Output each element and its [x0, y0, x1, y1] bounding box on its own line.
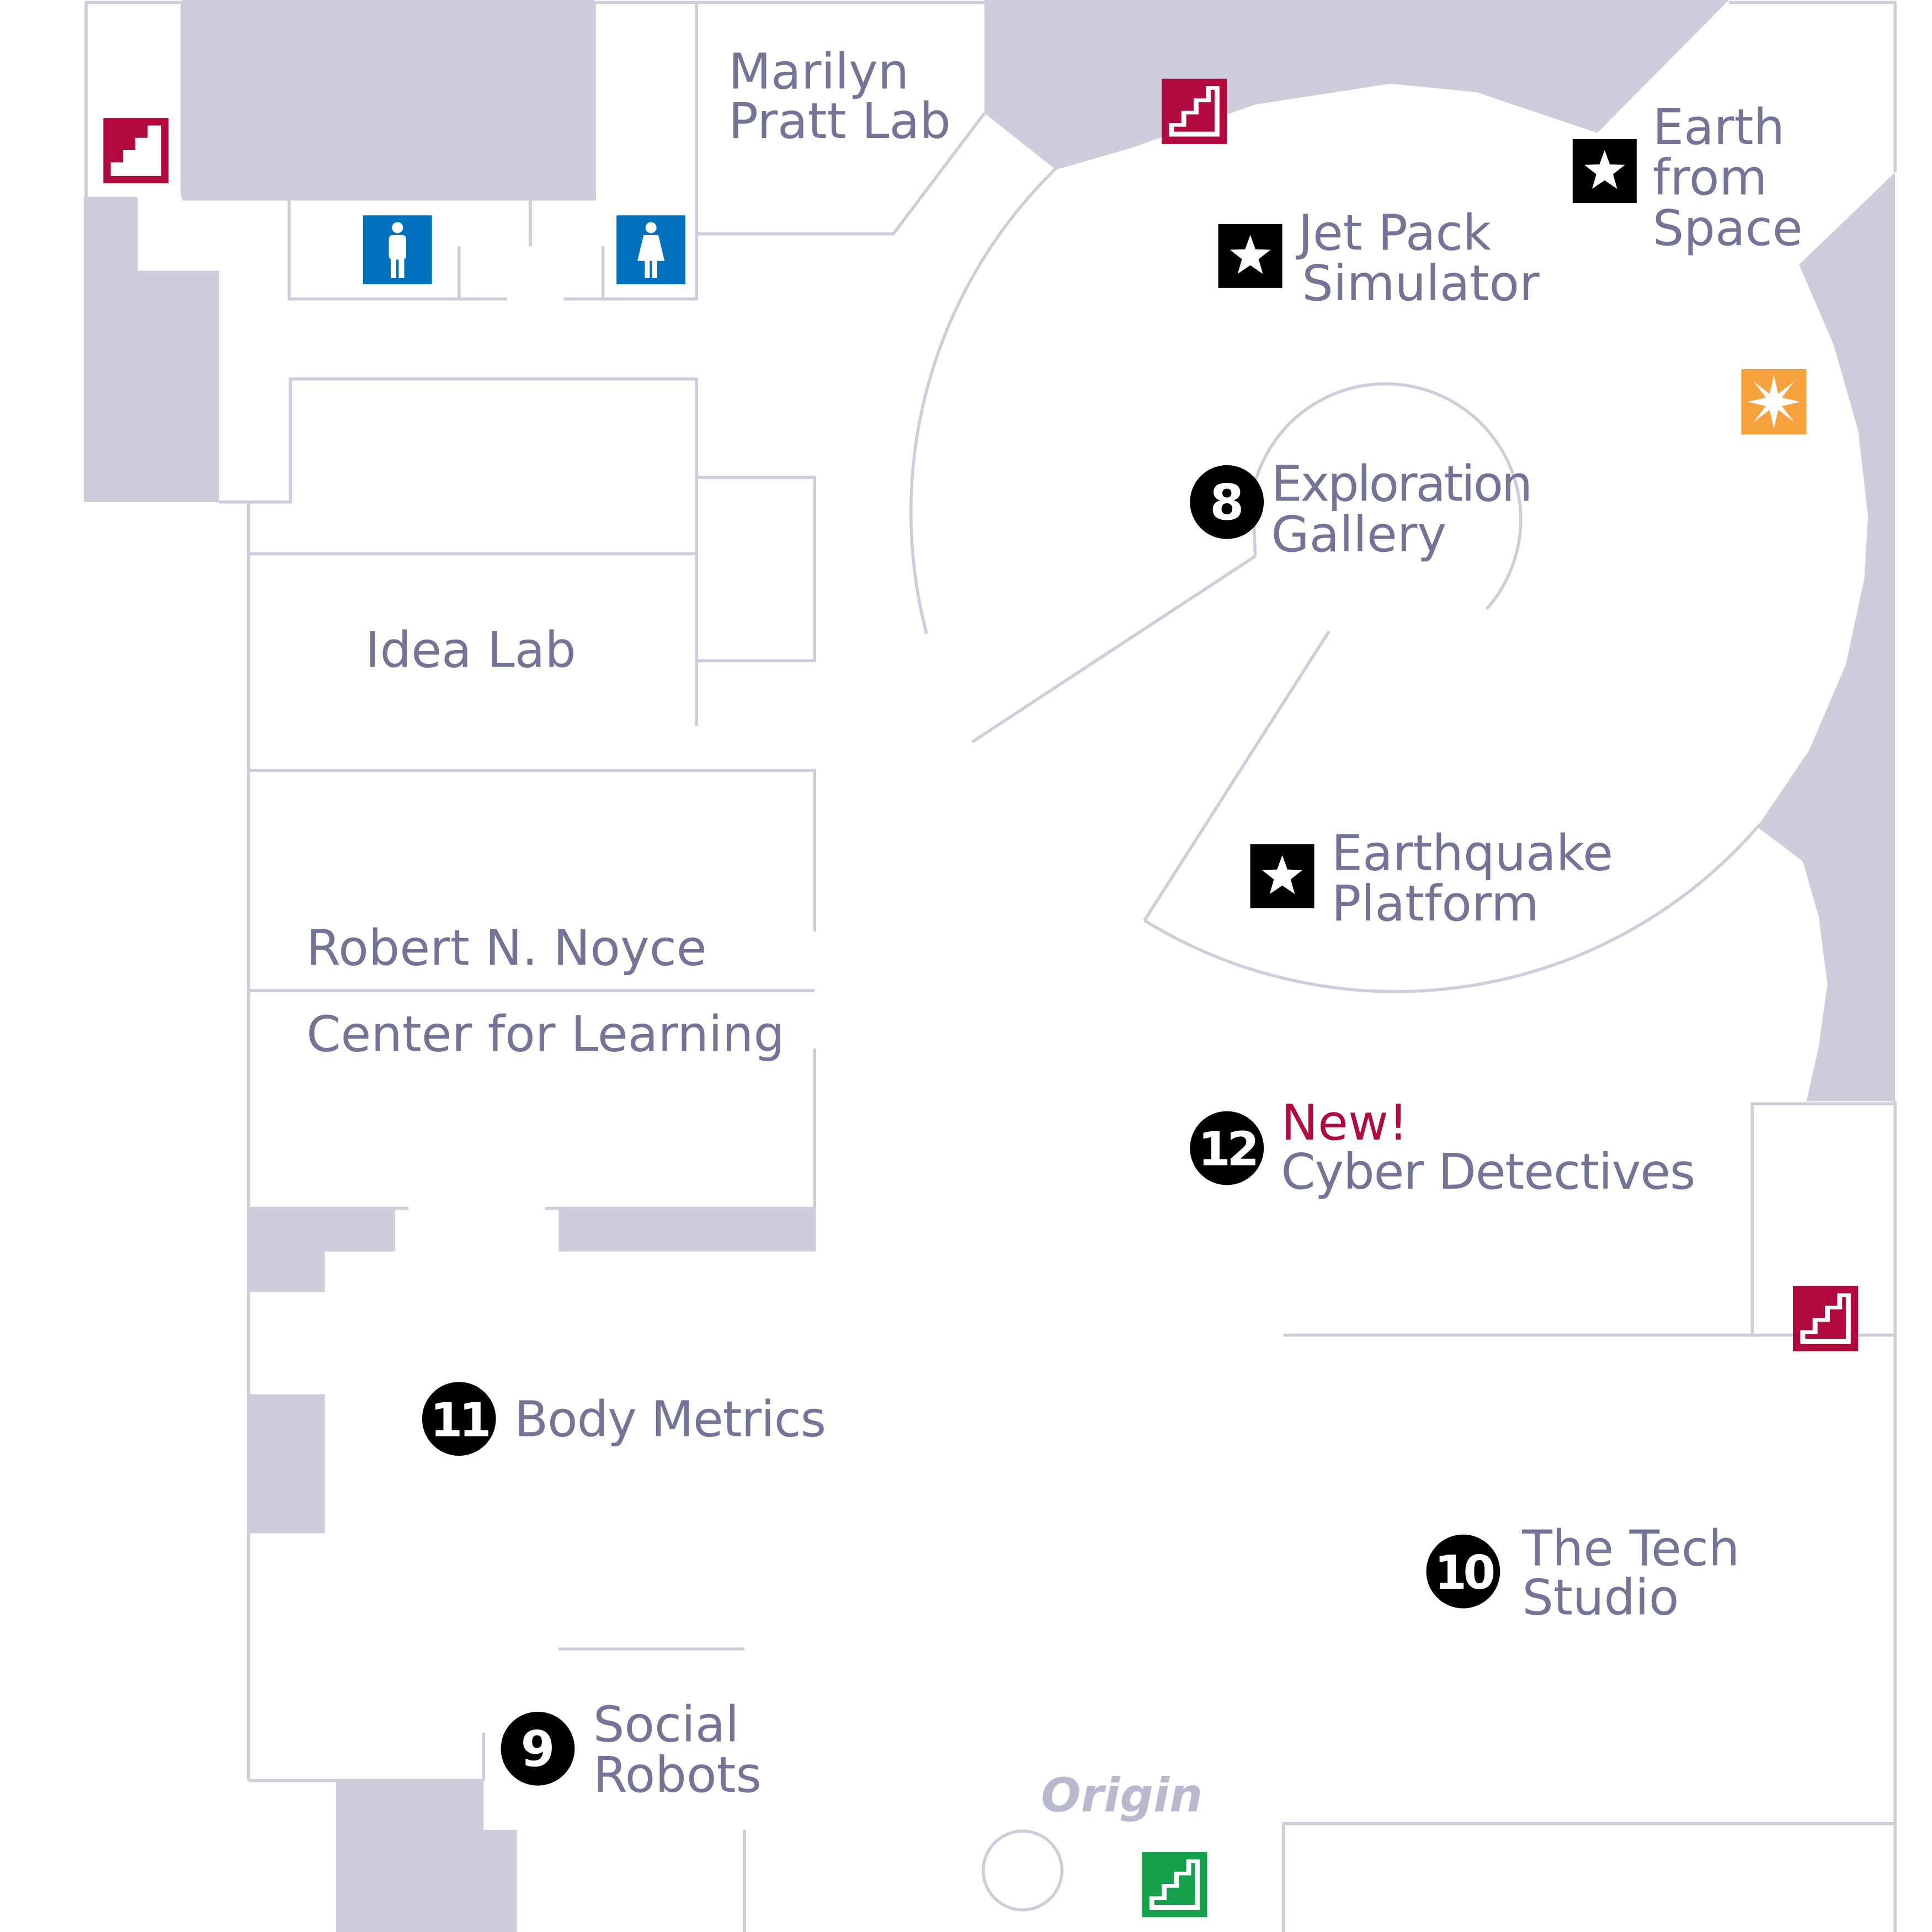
- sun-burst-icon: [1741, 369, 1807, 435]
- star-icon: [1218, 223, 1282, 288]
- wall-block: [248, 1394, 325, 1534]
- label-line: Simulator: [1302, 255, 1540, 312]
- label-line: Robots: [593, 1747, 762, 1804]
- star-icon: [1572, 139, 1637, 203]
- marker-number: 9: [520, 1721, 555, 1778]
- label-line: Earthquake: [1332, 825, 1613, 882]
- label-line: Studio: [1522, 1569, 1679, 1627]
- marker-number: 12: [1198, 1122, 1256, 1177]
- marker-number: 8: [1210, 474, 1244, 531]
- room-label-marilyn-pratt-lab: Marilyn Pratt Lab: [728, 44, 951, 150]
- origin-circle-icon: [981, 1829, 1064, 1912]
- label-line: Earth: [1653, 99, 1785, 156]
- label-line: Platform: [1332, 875, 1539, 933]
- wall-block: [83, 196, 219, 502]
- exhibit-marker-9: 9: [501, 1711, 575, 1786]
- star-icon: [1250, 844, 1314, 908]
- exhibit-label-cyber-detectives: Cyber Detectives: [1281, 1143, 1695, 1201]
- wall-block: [1757, 172, 1896, 1101]
- label-line: Exploration: [1271, 456, 1531, 513]
- stairs-icon: [1162, 78, 1227, 144]
- origin-label: Origin: [1041, 1768, 1203, 1822]
- label-line: Jet Pack: [1296, 205, 1492, 262]
- exhibit-marker-8: 8: [1190, 465, 1264, 539]
- room-label-noyce-line2: Center for Learning: [306, 1005, 785, 1063]
- wall-block: [182, 0, 595, 201]
- label-line: Social: [593, 1696, 739, 1753]
- wall-block: [248, 1208, 395, 1292]
- exhibit-label-tech-studio: The Tech Studio: [1521, 1520, 1755, 1626]
- exhibit-badge-new: New!: [1281, 1094, 1408, 1152]
- exhibit-marker-10: 10: [1426, 1534, 1500, 1609]
- wall-block: [558, 1208, 816, 1252]
- stairs-icon: [103, 118, 169, 184]
- wall-lines: [84, 1, 1897, 1932]
- restroom-men-icon: [363, 215, 432, 285]
- label-line: Space: [1653, 200, 1803, 257]
- room-label-idea-lab: Idea Lab: [365, 622, 576, 679]
- stairs-icon: [1142, 1852, 1207, 1918]
- exhibit-label-earthquake-platform: Earthquake Platform: [1332, 825, 1629, 933]
- exhibit-label-body-metrics: Body Metrics: [514, 1391, 826, 1448]
- label-line: Gallery: [1271, 506, 1447, 563]
- exhibit-label-earth-from-space: Earth from Space: [1653, 99, 1803, 257]
- stairs-icons: [103, 78, 1859, 1918]
- label-line: Marilyn: [728, 44, 909, 101]
- label-line: from: [1653, 149, 1768, 206]
- restroom-women-icon: [616, 215, 686, 285]
- stairs-icon: [1793, 1286, 1859, 1351]
- walls: [83, 0, 1896, 1932]
- label-line: The Tech: [1521, 1520, 1739, 1577]
- exhibit-marker-12: 12: [1190, 1111, 1264, 1185]
- exhibit-label-exploration-gallery: Exploration Gallery: [1271, 456, 1547, 563]
- marker-number: 10: [1434, 1545, 1493, 1600]
- exhibit-marker-11: 11: [422, 1382, 496, 1456]
- room-label-noyce-line1: Robert N. Noyce: [306, 919, 706, 977]
- exhibit-label-jet-pack-simulator: Jet Pack Simulator: [1296, 205, 1540, 312]
- exhibit-label-social-robots: Social Robots: [593, 1696, 762, 1803]
- marker-number: 11: [430, 1392, 489, 1447]
- wall-block: [336, 1780, 517, 1932]
- label-line: Pratt Lab: [728, 93, 951, 150]
